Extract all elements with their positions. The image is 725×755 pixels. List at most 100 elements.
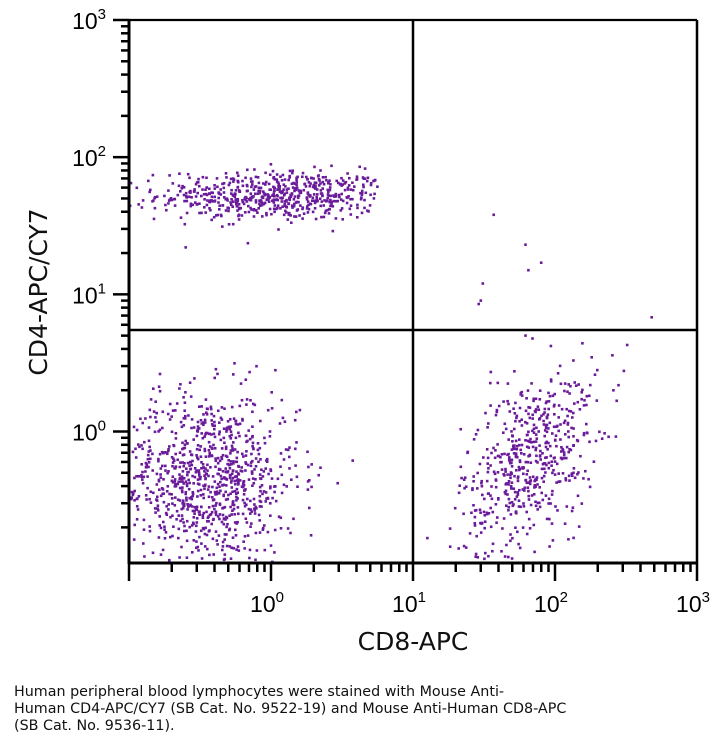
scatter-point [520, 452, 523, 455]
scatter-point [508, 410, 512, 413]
scatter-point [464, 546, 468, 549]
scatter-point [161, 464, 164, 468]
scatter-point [478, 462, 482, 466]
scatter-point [202, 493, 205, 496]
scatter-point [275, 173, 279, 176]
scatter-point [273, 195, 276, 198]
scatter-point [281, 416, 285, 420]
scatter-point [349, 213, 353, 216]
scatter-point [137, 203, 140, 206]
scatter-point [566, 414, 569, 418]
scatter-point [239, 469, 243, 473]
scatter-point [147, 461, 151, 464]
scatter-point [216, 461, 220, 465]
scatter-point [154, 400, 157, 403]
scatter-point [236, 186, 239, 189]
scatter-point [245, 521, 249, 524]
scatter-point [526, 460, 530, 464]
scatter-point [152, 491, 155, 495]
scatter-point [208, 432, 211, 436]
scatter-point [288, 197, 291, 200]
scatter-point [313, 207, 317, 210]
scatter-point [184, 191, 188, 195]
scatter-point [196, 444, 200, 447]
scatter-point [280, 398, 284, 402]
scatter-point [231, 536, 235, 539]
scatter-point [567, 383, 570, 386]
scatter-point [479, 299, 483, 302]
scatter-point [226, 199, 229, 202]
scatter-point [192, 539, 196, 542]
scatter-point [557, 472, 560, 475]
scatter-point [233, 482, 237, 486]
scatter-point [612, 389, 615, 392]
scatter-point [201, 175, 205, 179]
scatter-point [224, 454, 228, 458]
scatter-point [174, 452, 177, 456]
scatter-point [234, 200, 238, 203]
scatter-point [229, 201, 232, 204]
scatter-point [149, 398, 153, 401]
scatter-point [594, 439, 598, 443]
scatter-point [205, 176, 208, 180]
scatter-point [528, 406, 532, 409]
scatter-point [190, 497, 194, 501]
scatter-point [288, 211, 291, 215]
scatter-point [223, 505, 227, 509]
scatter-point [577, 383, 580, 386]
scatter-point [174, 465, 177, 468]
scatter-point [235, 456, 239, 460]
scatter-point [183, 462, 186, 465]
scatter-point [207, 192, 211, 195]
scatter-point [280, 191, 284, 195]
scatter-point [186, 473, 189, 477]
scatter-point [146, 457, 150, 461]
scatter-point [189, 191, 192, 194]
scatter-point [134, 447, 137, 451]
scatter-point [185, 467, 188, 470]
scatter-point [252, 402, 255, 406]
scatter-point [175, 402, 179, 405]
scatter-point [356, 203, 359, 207]
scatter-point [524, 334, 527, 337]
scatter-point [528, 476, 532, 479]
scatter-point [162, 492, 165, 495]
scatter-point [180, 187, 184, 190]
scatter-point [273, 490, 276, 494]
scatter-point [235, 495, 238, 499]
scatter-point [182, 453, 186, 456]
scatter-point [531, 337, 534, 340]
scatter-point [194, 470, 198, 474]
scatter-point [504, 492, 507, 496]
scatter-point [252, 195, 255, 198]
scatter-point [203, 469, 206, 473]
scatter-point [198, 513, 201, 516]
scatter-point [524, 409, 528, 413]
scatter-point [167, 449, 170, 453]
scatter-point [238, 479, 242, 482]
scatter-point [241, 184, 245, 188]
scatter-point [159, 553, 163, 556]
scatter-point [235, 522, 238, 525]
scatter-point [157, 536, 161, 539]
scatter-point [614, 435, 618, 438]
scatter-point [518, 406, 522, 410]
scatter-point [207, 495, 211, 499]
scatter-point [520, 394, 524, 397]
scatter-point [178, 172, 181, 175]
scatter-point [231, 193, 235, 197]
scatter-point [550, 464, 553, 467]
scatter-point [548, 421, 552, 425]
scatter-point [220, 455, 223, 459]
scatter-point [157, 478, 161, 482]
scatter-point [145, 463, 149, 466]
scatter-point [464, 485, 468, 488]
scatter-point [214, 459, 218, 462]
scatter-point [496, 443, 499, 446]
scatter-point [196, 430, 200, 433]
scatter-point [160, 487, 164, 490]
scatter-point [349, 197, 352, 201]
scatter-point [550, 493, 554, 496]
scatter-point [295, 181, 299, 184]
scatter-point [195, 540, 198, 543]
